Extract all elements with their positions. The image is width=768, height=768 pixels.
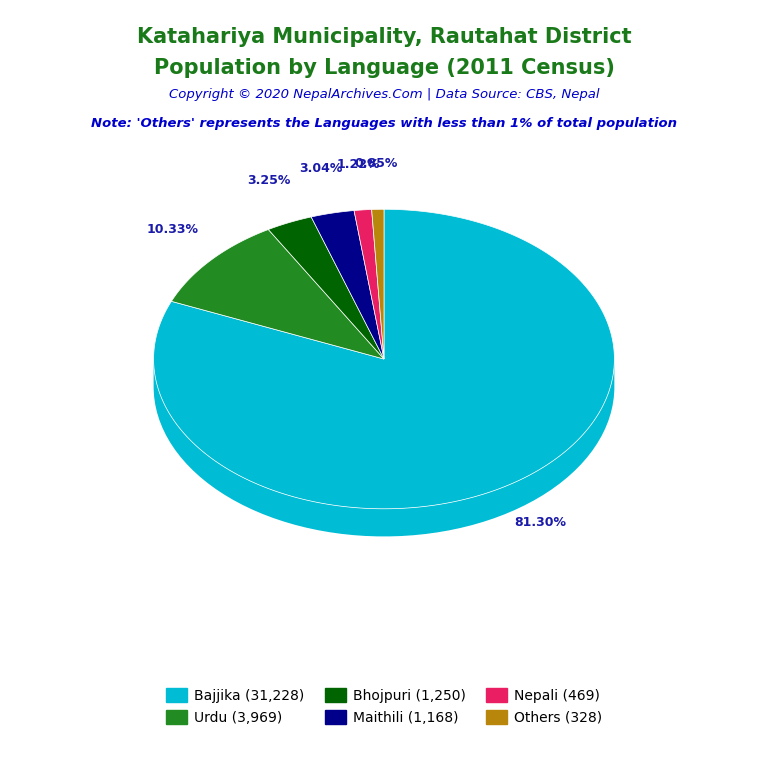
- Legend: Bajjika (31,228), Urdu (3,969), Bhojpuri (1,250), Maithili (1,168), Nepali (469): Bajjika (31,228), Urdu (3,969), Bhojpuri…: [161, 683, 607, 730]
- Polygon shape: [171, 230, 384, 359]
- Polygon shape: [354, 210, 384, 359]
- Text: 81.30%: 81.30%: [514, 515, 566, 528]
- Text: 1.22%: 1.22%: [336, 157, 380, 170]
- Text: 0.85%: 0.85%: [355, 157, 398, 170]
- Polygon shape: [372, 209, 384, 359]
- Polygon shape: [311, 210, 384, 359]
- Polygon shape: [154, 361, 614, 536]
- Text: 10.33%: 10.33%: [147, 223, 199, 237]
- Text: Population by Language (2011 Census): Population by Language (2011 Census): [154, 58, 614, 78]
- Polygon shape: [154, 209, 614, 508]
- Text: Copyright © 2020 NepalArchives.Com | Data Source: CBS, Nepal: Copyright © 2020 NepalArchives.Com | Dat…: [169, 88, 599, 101]
- Text: Note: 'Others' represents the Languages with less than 1% of total population: Note: 'Others' represents the Languages …: [91, 117, 677, 130]
- Text: 3.25%: 3.25%: [247, 174, 290, 187]
- Polygon shape: [268, 217, 384, 359]
- Text: 3.04%: 3.04%: [300, 162, 343, 174]
- Text: Katahariya Municipality, Rautahat District: Katahariya Municipality, Rautahat Distri…: [137, 27, 631, 47]
